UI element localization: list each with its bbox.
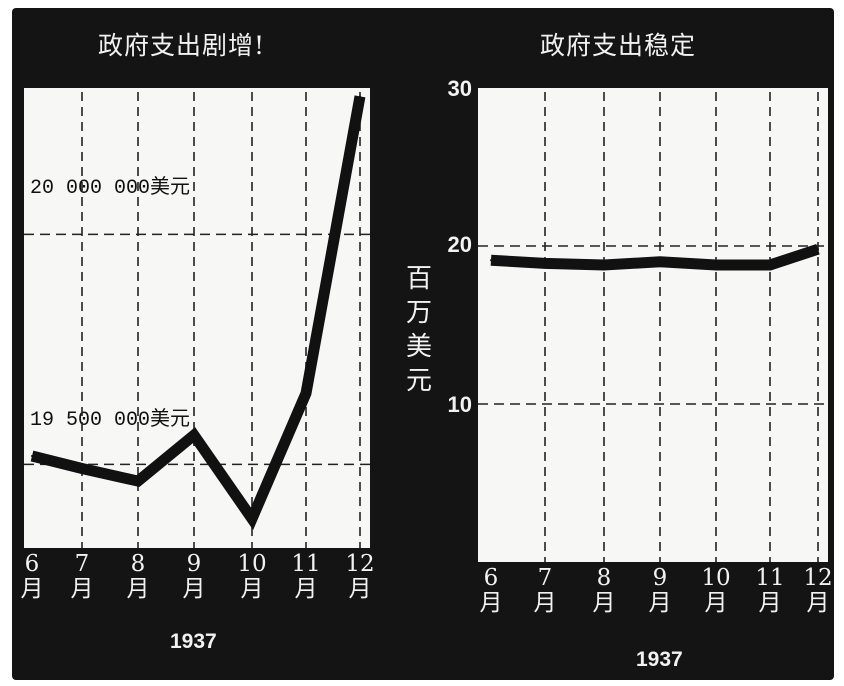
right-data-point <box>490 259 492 262</box>
right-ytick-label: 10 <box>447 392 472 417</box>
right-data-point <box>715 264 717 266</box>
right-xtick-label: 12月 <box>803 565 833 616</box>
right-ytick-label: 30 <box>447 76 472 101</box>
right-ytick-label: 20 <box>447 232 472 257</box>
left-data-point <box>251 517 253 520</box>
right-xtick-label: 11月 <box>755 565 785 616</box>
left-chart-title: 政府支出剧增! <box>98 31 266 60</box>
right-data-point <box>659 260 661 263</box>
left-data-point <box>193 434 195 437</box>
left-xtick-label: 9月 <box>182 551 206 602</box>
left-xtick-label: 11月 <box>291 551 321 602</box>
right-series-line <box>490 243 820 271</box>
right-xtick-label: 7月 <box>533 565 557 616</box>
left-data-point <box>305 392 307 395</box>
left-ref-label-low: 19 500 000美元 <box>30 402 191 432</box>
right-data-point <box>544 262 546 265</box>
left-data-point <box>31 455 33 457</box>
right-xtick-label: 6月 <box>479 565 503 616</box>
right-xtick-label: 8月 <box>592 565 616 616</box>
left-data-point <box>137 480 139 483</box>
left-data-point <box>81 467 83 470</box>
right-year-label: 1937 <box>636 648 683 671</box>
left-xtick-label: 12月 <box>345 551 375 602</box>
left-xtick-label: 10月 <box>237 551 267 602</box>
right-chart-title: 政府支出稳定 <box>540 31 697 60</box>
left-ref-label-high: 20 000 000美元 <box>30 170 191 200</box>
left-xtick-label: 8月 <box>126 551 150 602</box>
left-xtick-label: 6月 <box>20 551 44 602</box>
right-y-unit-label: 百万美元 <box>405 264 432 396</box>
right-data-point <box>603 264 605 266</box>
right-xtick-label: 9月 <box>648 565 672 616</box>
left-data-point <box>359 95 361 98</box>
right-xtick-label: 10月 <box>701 565 731 616</box>
right-data-point <box>769 264 771 266</box>
left-xtick-label: 7月 <box>70 551 94 602</box>
left-year-label: 1937 <box>170 630 217 653</box>
right-data-point <box>817 248 819 251</box>
